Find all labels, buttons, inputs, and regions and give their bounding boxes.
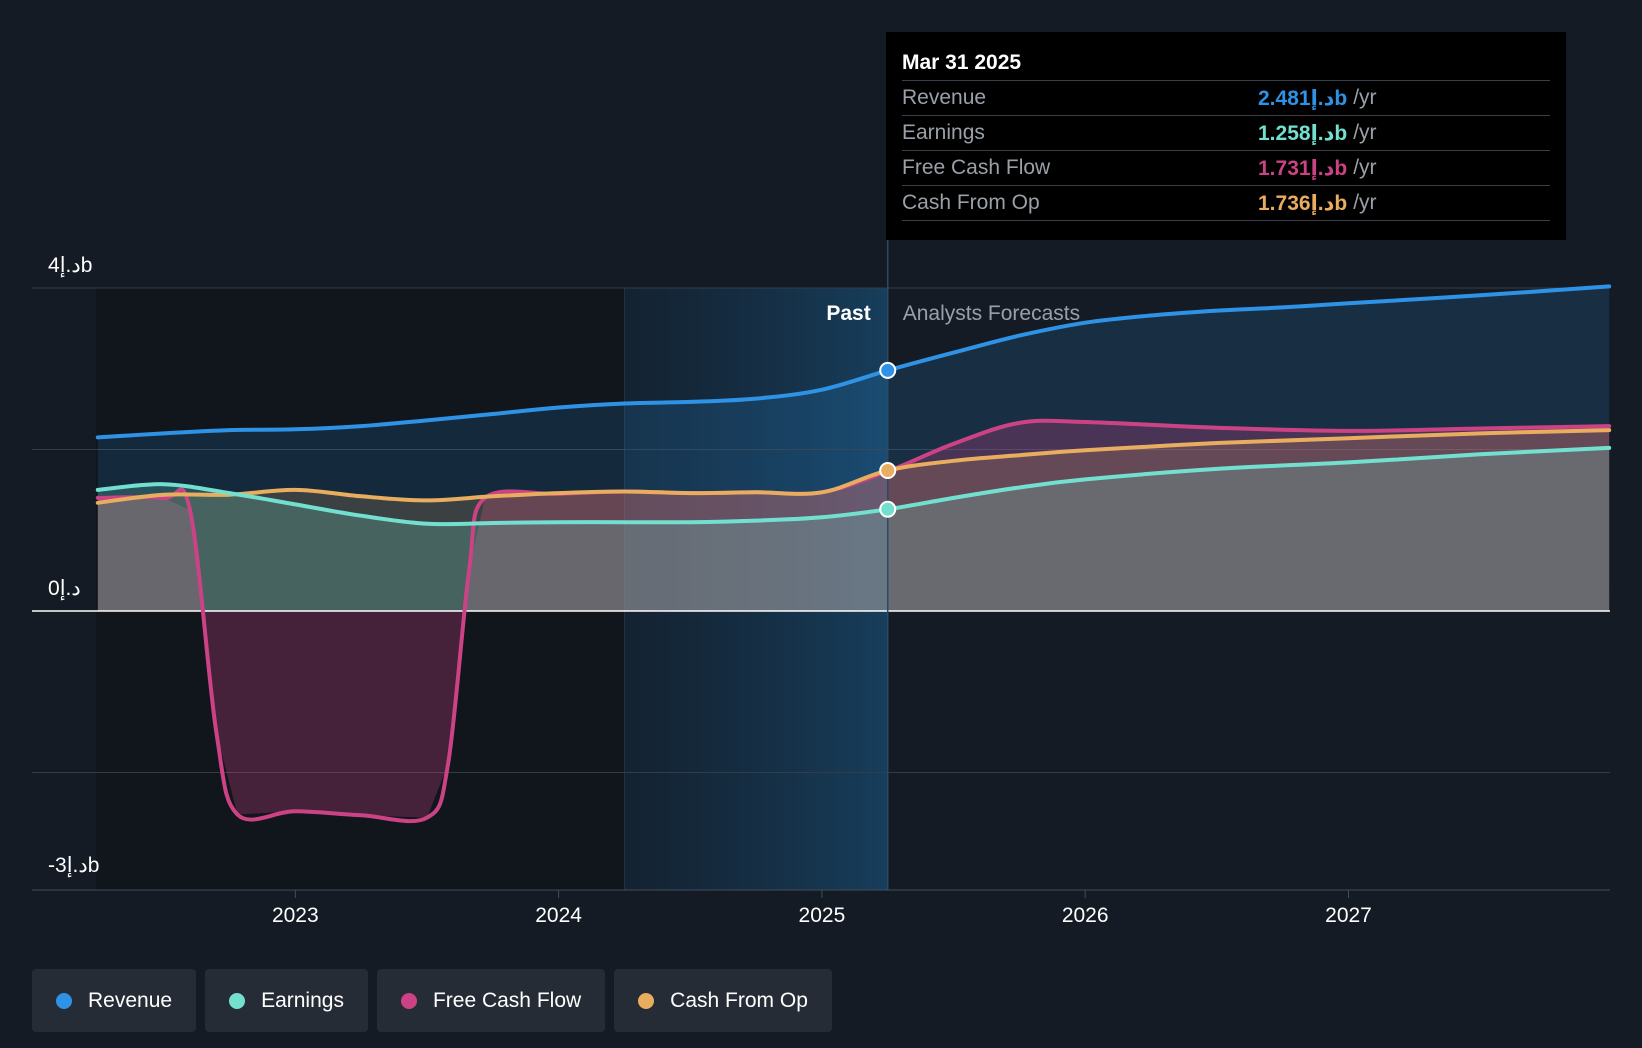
tooltip-unit: /yr bbox=[1353, 191, 1377, 214]
legend-item-earnings[interactable]: Earnings bbox=[205, 969, 368, 1032]
legend-item-revenue[interactable]: Revenue bbox=[32, 969, 197, 1032]
legend-item-cash-from-op[interactable]: Cash From Op bbox=[614, 969, 832, 1032]
tooltip-row-cash-from-op: Cash From Op 1.736د.إb /yr bbox=[902, 185, 1550, 221]
tooltip-label: Free Cash Flow bbox=[902, 156, 1051, 179]
legend-label: Earnings bbox=[261, 988, 344, 1012]
series-line-cash-from-op bbox=[95, 428, 1612, 505]
past-region bbox=[96, 288, 625, 890]
tooltip-value: 2.481د.إb bbox=[1258, 86, 1348, 110]
tooltip-unit: /yr bbox=[1353, 86, 1377, 109]
marker-cash-from-op bbox=[879, 461, 897, 479]
tooltip-row-earnings: Earnings 1.258د.إb /yr bbox=[902, 115, 1550, 150]
tooltip-label: Earnings bbox=[902, 121, 985, 144]
tooltip-unit: /yr bbox=[1353, 121, 1377, 144]
past-label: Past bbox=[826, 302, 870, 325]
past-highlight-region bbox=[624, 288, 888, 890]
area-free-cash-flow bbox=[97, 422, 1610, 818]
area-revenue bbox=[97, 286, 1610, 611]
tooltip-label: Cash From Op bbox=[902, 191, 1040, 214]
tooltip-value: 1.736د.إb bbox=[1258, 191, 1348, 215]
legend-label: Free Cash Flow bbox=[432, 988, 582, 1012]
marker-earnings bbox=[879, 500, 897, 518]
series-line-revenue bbox=[95, 284, 1612, 440]
tooltip-unit: /yr bbox=[1353, 156, 1377, 179]
cash-from-op-dot-icon bbox=[638, 992, 655, 1009]
marker-revenue bbox=[879, 361, 897, 379]
legend-item-free-cash-flow[interactable]: Free Cash Flow bbox=[376, 969, 606, 1032]
chart-legend: Revenue Earnings Free Cash Flow Cash Fro… bbox=[32, 969, 832, 1032]
tooltip-row-revenue: Revenue 2.481د.إb /yr bbox=[902, 80, 1550, 115]
x-tick-label: 2026 bbox=[1062, 904, 1109, 927]
x-tick-label: 2024 bbox=[535, 904, 582, 927]
earnings-dot-icon bbox=[229, 992, 246, 1009]
tooltip-date: Mar 31 2025 bbox=[902, 51, 1022, 74]
revenue-dot-icon bbox=[56, 992, 72, 1009]
tooltip-row-free-cash-flow: Free Cash Flow 1.731د.إb /yr bbox=[902, 150, 1550, 185]
x-tick-label: 2023 bbox=[272, 904, 319, 927]
area-earnings bbox=[97, 447, 1610, 611]
tooltip-value: 1.731د.إb bbox=[1258, 156, 1348, 180]
free-cash-flow-dot-icon bbox=[400, 992, 417, 1009]
y-tick-label: 4د.إb bbox=[48, 254, 92, 278]
legend-label: Revenue bbox=[88, 988, 173, 1012]
x-tick-label: 2027 bbox=[1325, 904, 1372, 927]
legend-label: Cash From Op bbox=[670, 988, 808, 1012]
chart-tooltip: Mar 31 2025 Revenue 2.481د.إb /yr Earnin… bbox=[886, 32, 1566, 240]
y-tick-label: 0د.إ bbox=[48, 577, 81, 601]
y-tick-label: -3د.إb bbox=[48, 854, 99, 878]
forecast-label: Analysts Forecasts bbox=[903, 302, 1080, 325]
x-tick-label: 2025 bbox=[799, 904, 846, 927]
tooltip-label: Revenue bbox=[902, 86, 987, 109]
tooltip-value: 1.258د.إb bbox=[1258, 121, 1348, 145]
area-cash-from-op bbox=[97, 430, 1610, 611]
series-line-earnings bbox=[95, 445, 1612, 527]
